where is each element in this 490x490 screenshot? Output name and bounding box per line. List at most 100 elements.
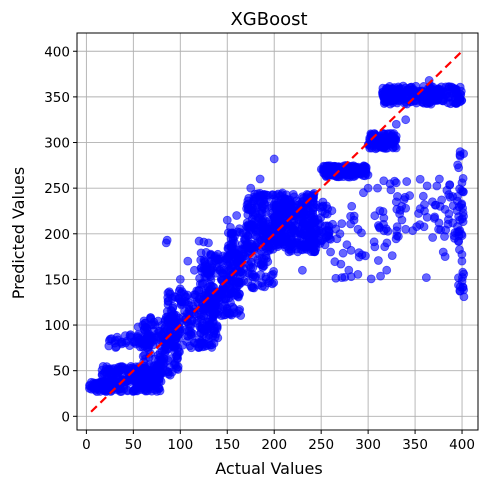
x-tick-label: 300 bbox=[355, 437, 381, 453]
data-point bbox=[261, 274, 271, 284]
data-point bbox=[189, 265, 199, 275]
data-point bbox=[454, 94, 464, 104]
data-point bbox=[383, 226, 393, 236]
chart-title: XGBoost bbox=[230, 9, 307, 30]
x-tick-label: 200 bbox=[261, 437, 287, 453]
data-point bbox=[139, 381, 149, 391]
data-point bbox=[392, 204, 402, 214]
data-point bbox=[373, 256, 383, 265]
data-point bbox=[226, 263, 236, 273]
data-point bbox=[413, 91, 423, 101]
data-point bbox=[388, 98, 398, 108]
data-point bbox=[405, 83, 415, 93]
y-tick-label: 300 bbox=[44, 136, 70, 152]
data-point bbox=[373, 221, 383, 230]
data-point bbox=[249, 270, 259, 280]
x-axis-ticks: 0 50 100 150 200 250 300 350 400 bbox=[82, 430, 475, 453]
data-point bbox=[196, 248, 206, 258]
data-point bbox=[457, 276, 467, 286]
data-point bbox=[428, 233, 438, 242]
data-point bbox=[234, 277, 244, 286]
data-point bbox=[187, 316, 197, 326]
data-point bbox=[370, 211, 380, 221]
data-point bbox=[316, 236, 326, 246]
data-point bbox=[323, 231, 333, 240]
data-point bbox=[200, 290, 210, 300]
data-point bbox=[96, 379, 106, 389]
x-axis-label: Actual Values bbox=[215, 459, 322, 478]
data-point bbox=[225, 249, 235, 259]
data-point bbox=[392, 85, 402, 95]
data-point bbox=[455, 245, 464, 255]
y-tick-label: 150 bbox=[44, 272, 70, 288]
x-tick-label: 350 bbox=[402, 437, 428, 453]
x-tick-label: 250 bbox=[308, 437, 334, 453]
y-tick-label: 0 bbox=[61, 409, 70, 425]
data-point bbox=[168, 293, 177, 303]
x-tick-label: 50 bbox=[125, 437, 142, 453]
data-point bbox=[382, 238, 392, 248]
data-point bbox=[292, 232, 302, 242]
x-tick-label: 150 bbox=[214, 437, 240, 453]
data-point bbox=[459, 269, 469, 279]
y-tick-label: 250 bbox=[44, 181, 70, 197]
x-tick-label: 100 bbox=[167, 437, 193, 453]
data-point bbox=[277, 202, 286, 212]
data-point bbox=[434, 84, 443, 94]
data-point bbox=[124, 374, 134, 384]
y-tick-label: 350 bbox=[44, 90, 70, 106]
data-point bbox=[154, 384, 164, 393]
reference-line bbox=[90, 50, 463, 413]
data-point bbox=[383, 136, 393, 146]
data-point bbox=[401, 115, 411, 125]
data-point bbox=[111, 343, 121, 352]
data-point bbox=[162, 235, 172, 245]
x-tick-label: 400 bbox=[449, 437, 475, 453]
data-point bbox=[173, 365, 183, 374]
data-point bbox=[297, 265, 307, 275]
data-point bbox=[357, 228, 366, 238]
data-point bbox=[267, 279, 277, 289]
data-point bbox=[337, 273, 347, 282]
data-point bbox=[200, 342, 209, 351]
data-point bbox=[175, 328, 185, 338]
data-point bbox=[392, 226, 401, 236]
data-point bbox=[415, 174, 425, 184]
data-point bbox=[457, 199, 467, 209]
data-point bbox=[117, 337, 127, 347]
data-point bbox=[391, 234, 401, 244]
data-point bbox=[327, 206, 337, 216]
data-point bbox=[162, 324, 172, 334]
data-point bbox=[337, 219, 347, 229]
data-point bbox=[243, 222, 252, 232]
data-point bbox=[186, 327, 196, 337]
data-points bbox=[85, 76, 469, 397]
data-point bbox=[441, 82, 451, 92]
data-point bbox=[142, 368, 152, 378]
y-tick-label: 100 bbox=[44, 318, 70, 334]
data-point bbox=[199, 263, 209, 273]
data-point bbox=[335, 229, 345, 239]
data-point bbox=[157, 346, 167, 356]
data-point bbox=[227, 228, 236, 238]
data-point bbox=[434, 224, 443, 234]
data-point bbox=[453, 160, 463, 170]
data-point bbox=[129, 386, 139, 396]
data-point bbox=[300, 225, 309, 235]
data-point bbox=[373, 183, 382, 193]
plot-frame bbox=[76, 32, 479, 431]
data-point bbox=[347, 201, 357, 211]
y-tick-label: 200 bbox=[44, 227, 70, 243]
data-point bbox=[175, 275, 185, 284]
data-point bbox=[163, 367, 173, 377]
data-point bbox=[133, 322, 143, 332]
data-point bbox=[168, 302, 178, 311]
data-point bbox=[204, 238, 213, 248]
data-point bbox=[401, 224, 411, 234]
data-point bbox=[421, 273, 431, 282]
data-point bbox=[457, 186, 467, 196]
data-point bbox=[246, 244, 256, 254]
data-point bbox=[330, 257, 340, 267]
data-point bbox=[251, 203, 261, 213]
data-point bbox=[450, 233, 459, 243]
